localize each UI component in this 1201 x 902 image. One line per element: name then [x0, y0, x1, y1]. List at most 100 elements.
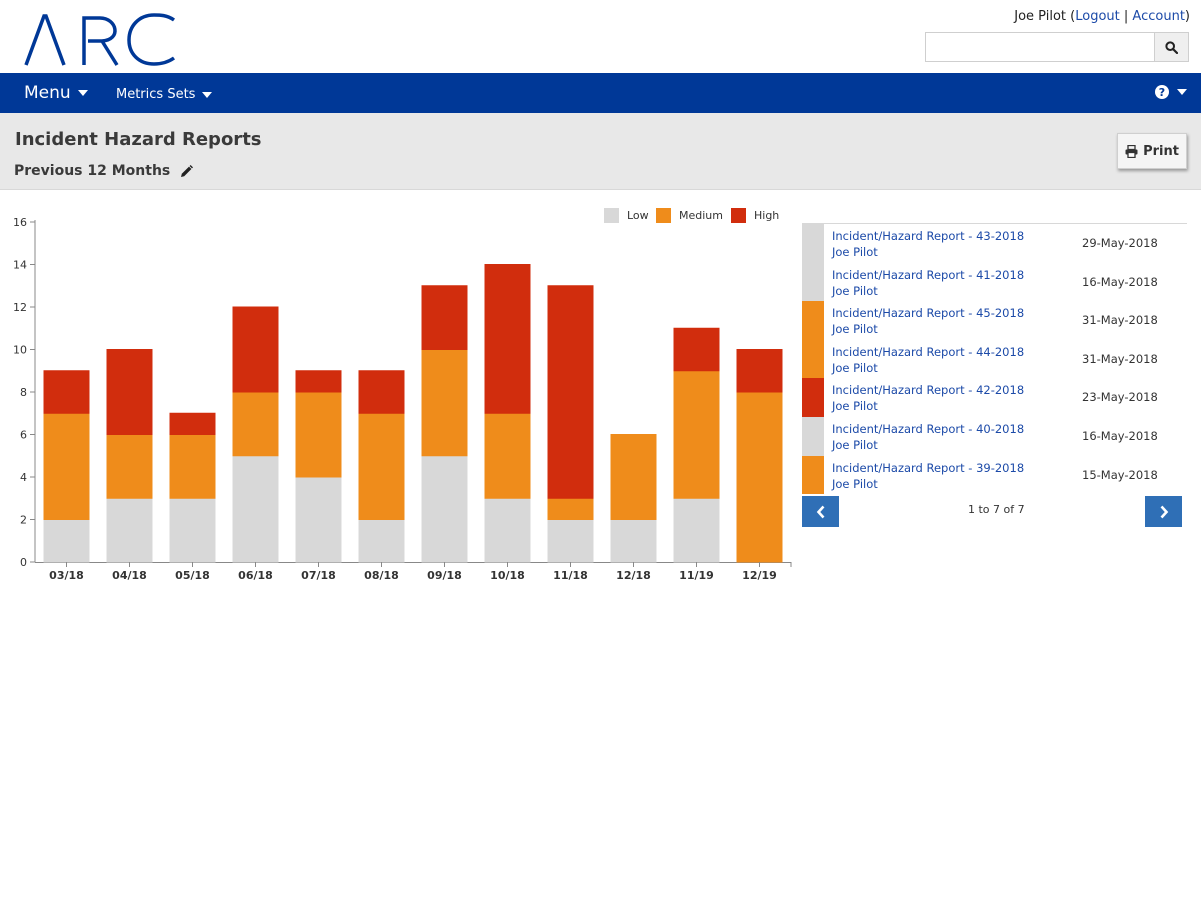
report-row[interactable]: Incident/Hazard Report - 44-2018 Joe Pilo…: [802, 339, 1187, 379]
y-tick-label: 0: [20, 556, 27, 569]
menu-dropdown[interactable]: Menu: [24, 83, 88, 103]
top-bar: Joe Pilot (Logout | Account): [0, 0, 1201, 73]
severity-swatch: [802, 224, 824, 263]
y-tick-label: 6: [20, 429, 27, 442]
next-page-button[interactable]: [1145, 496, 1182, 527]
report-title-link[interactable]: Incident/Hazard Report - 44-2018: [832, 344, 1025, 359]
report-title-link[interactable]: Incident/Hazard Report - 43-2018: [832, 229, 1025, 243]
bar-medium: [610, 434, 657, 520]
bar-low: [610, 519, 657, 563]
arc-logo[interactable]: [22, 10, 180, 72]
x-tick-label: 07/18: [301, 569, 336, 582]
report-date: 23-May-2018: [1082, 390, 1158, 405]
bar-medium: [736, 391, 783, 563]
report-title-link[interactable]: Incident/Hazard Report - 45-2018: [832, 306, 1025, 321]
severity-swatch: [802, 378, 824, 417]
user-name: Joe Pilot: [1014, 9, 1067, 24]
report-user-link[interactable]: Joe Pilot: [832, 245, 878, 259]
report-title-link[interactable]: Incident/Hazard Report - 41-2018: [832, 267, 1025, 282]
page-header: Incident Hazard Reports Previous 12 Mont…: [0, 113, 1201, 190]
help-dropdown[interactable]: ?: [1155, 85, 1187, 99]
bar-medium: [169, 434, 216, 499]
stacked-bar-chart: 0 2 4 6 8 10 12 14 16 03/18 04/18 05/18 06/18 07/18 08…: [13, 208, 792, 582]
x-tick-label: 10/18: [490, 569, 525, 582]
print-button[interactable]: Print: [1117, 133, 1187, 169]
y-tick-label: 14: [13, 259, 27, 272]
severity-swatch: [802, 339, 824, 379]
report-user-link[interactable]: Joe Pilot: [832, 283, 878, 298]
bar-low: [169, 497, 216, 563]
account-link[interactable]: Account: [1132, 9, 1185, 24]
x-tick-label: 12/18: [616, 569, 651, 582]
report-user-link[interactable]: Joe Pilot: [832, 322, 878, 337]
question-circle-icon: ?: [1155, 85, 1169, 99]
menu-label: Menu: [24, 83, 71, 103]
report-date: 29-May-2018: [1082, 236, 1158, 250]
bar-high: [295, 370, 342, 393]
report-title-link[interactable]: Incident/Hazard Report - 39-2018: [832, 460, 1025, 475]
report-date: 31-May-2018: [1082, 351, 1158, 366]
bar-medium: [295, 391, 342, 478]
report-row[interactable]: Incident/Hazard Report - 41-2018 Joe Pilo…: [802, 262, 1187, 302]
report-row[interactable]: Incident/Hazard Report - 40-2018 Joe Pilo…: [802, 416, 1187, 456]
bar-high: [232, 306, 279, 393]
x-tick-label: 09/18: [427, 569, 462, 582]
bar-low: [673, 497, 720, 563]
legend-swatch-high: [731, 208, 746, 223]
report-row[interactable]: Incident/Hazard Report - 42-2018 Joe Pilo…: [802, 378, 1187, 417]
report-row[interactable]: Incident/Hazard Report - 39-2018 Joe Pilo…: [802, 455, 1187, 495]
x-tick-label: 11/19: [679, 569, 714, 582]
report-title-link[interactable]: Incident/Hazard Report - 40-2018: [832, 421, 1025, 436]
prev-page-button[interactable]: [802, 496, 839, 527]
legend-label-medium: Medium: [679, 209, 723, 222]
user-info: Joe Pilot (Logout | Account): [1014, 9, 1190, 24]
caret-down-icon: [77, 90, 88, 96]
report-date: 31-May-2018: [1082, 313, 1158, 328]
bar-high: [673, 327, 720, 372]
search-input[interactable]: [926, 33, 1155, 61]
report-user-link[interactable]: Joe Pilot: [832, 360, 878, 375]
bar-low: [484, 497, 531, 563]
bar-high: [106, 349, 153, 435]
legend-label-low: Low: [627, 209, 649, 222]
bar-low: [358, 519, 405, 563]
y-tick-label: 10: [13, 344, 27, 357]
bar-low: [295, 476, 342, 563]
bar-medium: [106, 434, 153, 499]
report-row[interactable]: Incident/Hazard Report - 45-2018 Joe Pilo…: [802, 301, 1187, 340]
search-button[interactable]: [1154, 33, 1188, 61]
report-date: 16-May-2018: [1082, 274, 1158, 289]
report-title-link[interactable]: Incident/Hazard Report - 42-2018: [832, 383, 1025, 398]
y-tick-label: 12: [13, 301, 27, 314]
bar-high: [43, 370, 90, 414]
report-user-link[interactable]: Joe Pilot: [832, 476, 878, 491]
pencil-icon[interactable]: [180, 164, 194, 178]
severity-swatch: [802, 262, 824, 302]
print-icon: [1125, 144, 1138, 158]
x-tick-label: 04/18: [112, 569, 147, 582]
y-tick-label: 2: [20, 514, 27, 527]
main-navbar: Menu Metrics Sets ?: [0, 73, 1201, 113]
legend-swatch-low: [604, 208, 619, 223]
metrics-sets-dropdown[interactable]: Metrics Sets: [116, 87, 213, 102]
period-label: Previous 12 Months: [14, 163, 171, 179]
caret-down-icon: [202, 91, 213, 98]
report-user-link[interactable]: Joe Pilot: [832, 437, 878, 452]
x-tick-label: 08/18: [364, 569, 399, 582]
report-row[interactable]: Incident/Hazard Report - 43-2018 Joe Pilo…: [802, 224, 1187, 263]
bar-medium: [232, 391, 279, 457]
period-selector: Previous 12 Months: [14, 163, 194, 179]
y-tick-label: 16: [13, 216, 27, 229]
chevron-right-icon: [1160, 505, 1168, 518]
bar-high: [547, 285, 594, 499]
x-tick-label: 11/18: [553, 569, 588, 582]
bar-high: [484, 264, 531, 414]
bar-medium: [358, 412, 405, 520]
print-label: Print: [1143, 143, 1179, 159]
report-list: Incident/Hazard Report - 43-2018 Joe Pilo…: [802, 223, 1187, 495]
logout-link[interactable]: Logout: [1075, 9, 1120, 24]
report-user-link[interactable]: Joe Pilot: [832, 399, 878, 414]
legend-swatch-medium: [656, 208, 671, 223]
search-box: [925, 32, 1189, 62]
chevron-left-icon: [816, 505, 824, 518]
